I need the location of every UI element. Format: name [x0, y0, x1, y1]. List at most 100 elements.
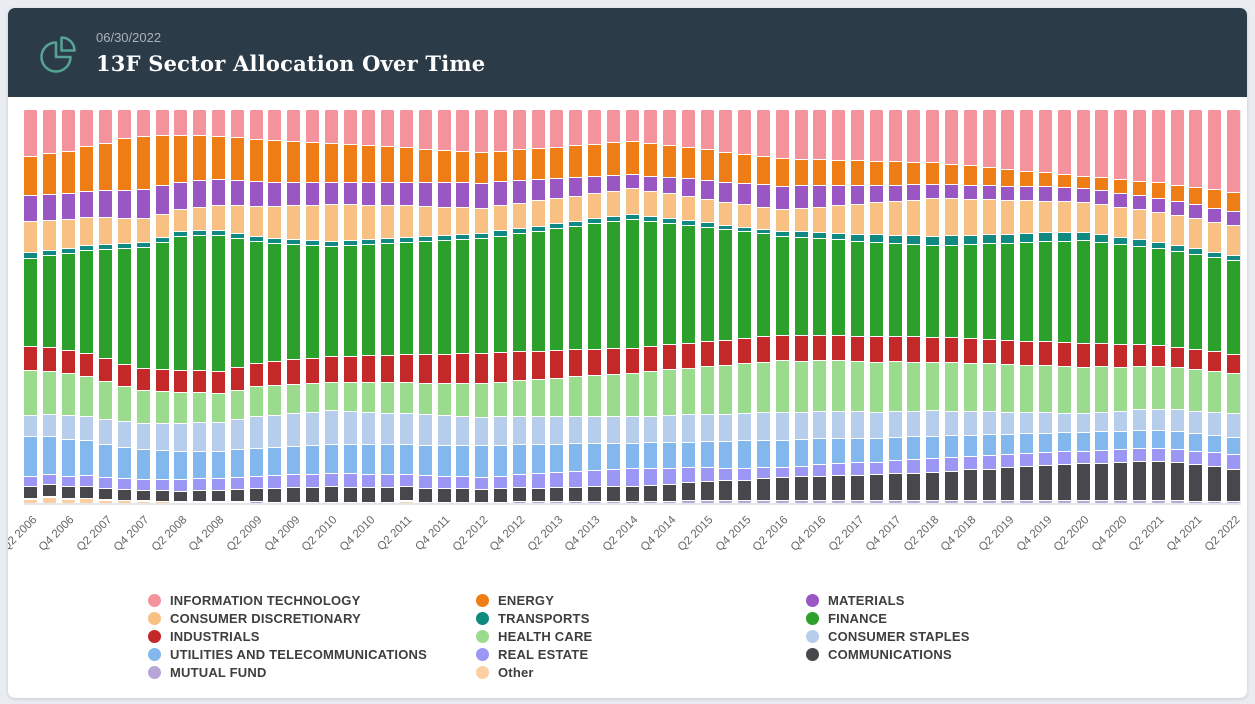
bar-segment[interactable]	[324, 143, 338, 183]
bar-segment[interactable]	[1114, 450, 1128, 464]
bar-segment[interactable]	[1095, 234, 1109, 243]
bar-segment[interactable]	[42, 250, 56, 256]
bar-segment[interactable]	[550, 110, 564, 148]
bar-segment[interactable]	[268, 415, 282, 448]
bar[interactable]	[1095, 110, 1109, 503]
bar-segment[interactable]	[1076, 464, 1090, 501]
bar-segment[interactable]	[719, 366, 733, 415]
bar-segment[interactable]	[775, 110, 789, 160]
bar[interactable]	[926, 110, 940, 503]
bar-segment[interactable]	[174, 110, 188, 136]
bar-segment[interactable]	[550, 147, 564, 180]
bar[interactable]	[117, 110, 131, 503]
bar-segment[interactable]	[794, 110, 808, 160]
bar-segment[interactable]	[1076, 176, 1090, 189]
bar-segment[interactable]	[963, 456, 977, 471]
bar-segment[interactable]	[456, 353, 470, 384]
bar[interactable]	[531, 110, 545, 503]
bar-segment[interactable]	[757, 362, 771, 414]
bar-segment[interactable]	[982, 110, 996, 169]
bar-segment[interactable]	[324, 411, 338, 446]
bar-segment[interactable]	[1057, 175, 1071, 189]
bar-segment[interactable]	[813, 186, 827, 208]
bar-segment[interactable]	[1114, 245, 1128, 346]
bar-segment[interactable]	[625, 214, 639, 220]
bar-segment[interactable]	[700, 468, 714, 483]
bar-segment[interactable]	[945, 338, 959, 364]
bar-segment[interactable]	[794, 413, 808, 441]
bar-segment[interactable]	[550, 502, 564, 503]
bar-segment[interactable]	[945, 435, 959, 458]
bar-segment[interactable]	[1039, 187, 1053, 202]
bar-segment[interactable]	[757, 234, 771, 338]
bar-segment[interactable]	[587, 110, 601, 145]
bar-segment[interactable]	[1020, 454, 1034, 468]
bar-segment[interactable]	[569, 502, 583, 503]
bar-segment[interactable]	[42, 498, 56, 503]
bar-segment[interactable]	[1189, 254, 1203, 351]
bar[interactable]	[738, 110, 752, 503]
bar-segment[interactable]	[61, 193, 75, 220]
bar-segment[interactable]	[1189, 411, 1203, 435]
bar-segment[interactable]	[193, 452, 207, 480]
bar-segment[interactable]	[550, 350, 564, 379]
bar-segment[interactable]	[775, 159, 789, 187]
bar-segment[interactable]	[1001, 412, 1015, 435]
bar-segment[interactable]	[757, 467, 771, 480]
bar-segment[interactable]	[1114, 180, 1128, 194]
bar-segment[interactable]	[907, 200, 921, 237]
bar-segment[interactable]	[343, 240, 357, 246]
bar-segment[interactable]	[1095, 205, 1109, 235]
bar-segment[interactable]	[456, 416, 470, 446]
bar-segment[interactable]	[193, 501, 207, 503]
bar-segment[interactable]	[644, 347, 658, 373]
bar-segment[interactable]	[813, 335, 827, 362]
bar-segment[interactable]	[813, 160, 827, 187]
bar-segment[interactable]	[982, 186, 996, 201]
bar-segment[interactable]	[663, 223, 677, 346]
bar-segment[interactable]	[888, 437, 902, 462]
bar-segment[interactable]	[851, 110, 865, 162]
bar-segment[interactable]	[663, 218, 677, 224]
bar-segment[interactable]	[42, 194, 56, 221]
bar-segment[interactable]	[155, 110, 169, 137]
bar-segment[interactable]	[80, 110, 94, 148]
bar-segment[interactable]	[775, 361, 789, 413]
bar-segment[interactable]	[1020, 412, 1034, 435]
bar-segment[interactable]	[437, 150, 451, 184]
bar-segment[interactable]	[738, 364, 752, 414]
bar-segment[interactable]	[42, 414, 56, 438]
bar-segment[interactable]	[343, 110, 357, 145]
bar-segment[interactable]	[268, 243, 282, 362]
bar-segment[interactable]	[1208, 110, 1222, 191]
bar-segment[interactable]	[982, 455, 996, 470]
bar-segment[interactable]	[493, 151, 507, 183]
bar-segment[interactable]	[381, 206, 395, 239]
bar-segment[interactable]	[869, 203, 883, 236]
bar-segment[interactable]	[343, 205, 357, 241]
bar[interactable]	[832, 110, 846, 503]
bar-segment[interactable]	[832, 160, 846, 187]
bar[interactable]	[1133, 110, 1147, 503]
legend-item[interactable]: Other	[476, 663, 806, 681]
bar-segment[interactable]	[362, 412, 376, 446]
bar-segment[interactable]	[99, 144, 113, 192]
bar-segment[interactable]	[343, 144, 357, 183]
bar-segment[interactable]	[493, 445, 507, 477]
bar-segment[interactable]	[155, 136, 169, 187]
bar-segment[interactable]	[493, 489, 507, 503]
bar-segment[interactable]	[869, 242, 883, 338]
bar-segment[interactable]	[888, 474, 902, 502]
bar-segment[interactable]	[757, 479, 771, 502]
bar-segment[interactable]	[1095, 367, 1109, 413]
bar-segment[interactable]	[475, 238, 489, 355]
bar-segment[interactable]	[719, 110, 733, 153]
bar-segment[interactable]	[437, 488, 451, 503]
bar-segment[interactable]	[963, 245, 977, 340]
bar-segment[interactable]	[1020, 434, 1034, 455]
bar-segment[interactable]	[663, 370, 677, 416]
bar-segment[interactable]	[42, 437, 56, 475]
bar-segment[interactable]	[193, 491, 207, 502]
bar-segment[interactable]	[268, 386, 282, 416]
bar-segment[interactable]	[1020, 110, 1034, 172]
